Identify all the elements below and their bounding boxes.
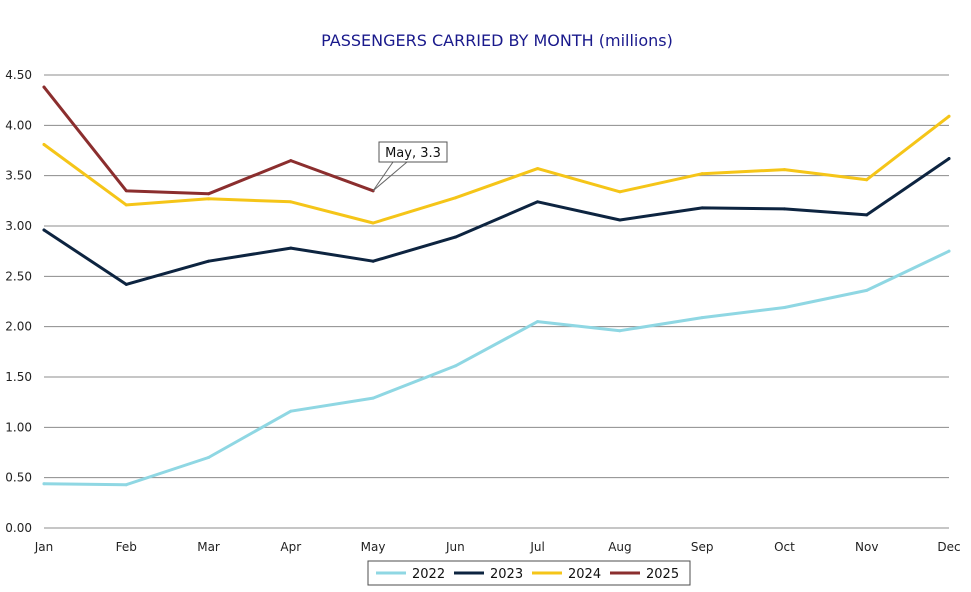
data-point-2022-nov [865,288,869,292]
x-tick-label-sep: Sep [691,540,714,554]
data-point-2023-mar [207,259,211,263]
y-axis-ticks: 0.00 0.50 1.00 1.50 2.00 2.50 3.00 3.50 4.00 4.50 [5,68,32,535]
legend-label-2025: 2025 [646,567,679,582]
data-point-2022-apr [289,409,293,413]
data-point-2022-mar [207,456,211,460]
data-point-2024-mar [207,197,211,201]
data-point-2023-aug [618,218,622,222]
data-point-2024-jul [536,167,540,171]
x-tick-label-jul: Jul [529,540,544,554]
data-point-2023-sep [700,206,704,210]
y-tick-label: 4.00 [5,118,32,132]
data-point-2023-nov [865,213,869,217]
chart-title: PASSENGERS CARRIED BY MONTH (millions) [321,31,673,50]
y-tick-label: 0.50 [5,471,32,485]
data-point-2024-oct [782,168,786,172]
data-point-2024-nov [865,178,869,182]
x-tick-label-feb: Feb [116,540,137,554]
data-point-2025-mar [207,192,211,196]
data-point-2024-sep [700,172,704,176]
data-point-2023-oct [782,207,786,211]
grid-layer [44,74,949,529]
data-point-2023-may [371,259,375,263]
data-point-2022-jan [42,482,46,486]
annotation-leader [372,161,394,192]
annotation-layer: May, 3.3 [372,141,448,192]
x-axis-ticks: Jan Feb Mar Apr May Jun Jul Aug Sep Oct Nov Dec [34,540,961,554]
data-point-2024-jan [42,142,46,146]
data-point-2022-jun [453,364,457,368]
data-point-2024-apr [289,200,293,204]
annotation-label: May, 3.3 [385,146,441,161]
data-point-2025-feb [124,189,128,193]
legend-label-2022: 2022 [412,567,445,582]
series-line-2023 [42,157,951,286]
data-point-2023-jul [536,200,540,204]
data-point-2024-aug [618,190,622,194]
data-point-2022-jul [536,320,540,324]
data-point-2024-may [371,221,375,225]
x-tick-label-jan: Jan [34,540,54,554]
data-point-2024-jun [453,196,457,200]
y-tick-label: 1.00 [5,420,32,434]
legend-label-2024: 2024 [568,567,601,582]
data-point-2023-dec [947,157,951,161]
y-tick-label: 0.00 [5,521,32,535]
x-tick-label-aug: Aug [608,540,631,554]
data-point-2022-dec [947,249,951,253]
series-layer [42,85,951,487]
x-tick-label-oct: Oct [774,540,795,554]
y-tick-label: 3.00 [5,219,32,233]
y-tick-label: 4.50 [5,68,32,82]
y-tick-label: 1.50 [5,370,32,384]
data-point-2024-feb [124,203,128,207]
data-point-2024-dec [947,114,951,118]
data-point-2025-apr [289,159,293,163]
x-tick-label-jun: Jun [445,540,465,554]
legend: 2022 2023 2024 2025 [367,560,691,586]
series-line-2022 [42,249,951,487]
y-tick-label: 3.50 [5,169,32,183]
data-point-2022-aug [618,329,622,333]
x-tick-label-nov: Nov [855,540,878,554]
y-tick-label: 2.00 [5,320,32,334]
data-point-2022-sep [700,316,704,320]
x-tick-label-mar: Mar [197,540,220,554]
y-tick-label: 2.50 [5,269,32,283]
data-point-2023-feb [124,282,128,286]
data-point-2023-jun [453,235,457,239]
data-point-2023-jan [42,228,46,232]
series-line-2024 [42,114,951,225]
x-tick-label-may: May [361,540,386,554]
x-tick-label-apr: Apr [280,540,301,554]
annotation-box [378,141,448,163]
series-line-2025 [42,85,375,196]
data-point-2025-jan [42,85,46,89]
data-point-2023-apr [289,246,293,250]
annotation-leader [372,161,408,192]
legend-label-2023: 2023 [490,567,523,582]
data-point-2022-oct [782,306,786,310]
x-tick-label-dec: Dec [937,540,960,554]
data-point-2022-feb [124,483,128,487]
data-point-2022-may [371,396,375,400]
